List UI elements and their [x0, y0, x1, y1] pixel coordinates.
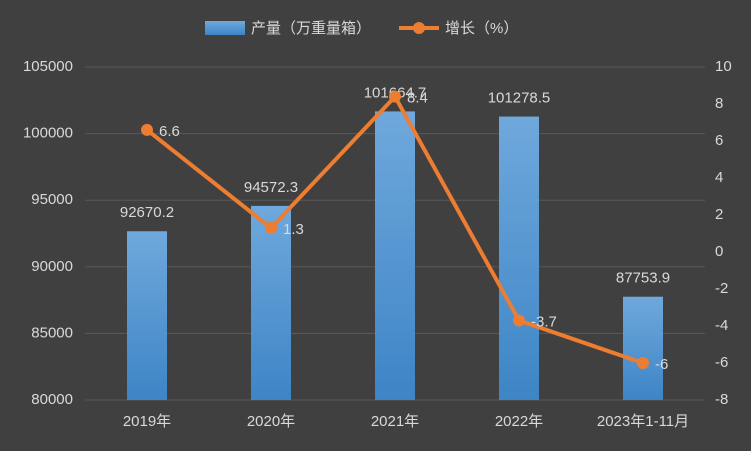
bar: [623, 296, 663, 400]
line-value-label: -6: [655, 356, 668, 373]
y2-tick-label: -2: [715, 280, 728, 297]
x-tick-label: 2022年: [495, 413, 543, 430]
x-tick-label: 2020年: [247, 413, 295, 430]
y2-tick-label: 8: [715, 95, 723, 112]
y-tick-label: 85000: [31, 324, 73, 341]
bar: [127, 231, 167, 400]
bar: [251, 205, 291, 400]
line-point: [389, 90, 401, 103]
legend-label: 增长（%）: [445, 20, 518, 37]
y2-tick-label: -4: [715, 317, 728, 334]
legend-swatch: [205, 21, 245, 35]
line-point: [637, 357, 649, 369]
bar: [499, 116, 539, 401]
bar-value-label: 101278.5: [488, 90, 551, 107]
line-point: [141, 123, 153, 136]
bar-value-label: 87753.9: [616, 270, 670, 287]
line-point: [513, 314, 525, 327]
y-tick-label: 100000: [23, 125, 73, 142]
line-value-label: 1.3: [283, 221, 304, 238]
y2-tick-label: -6: [715, 354, 728, 371]
y2-tick-label: -8: [715, 391, 728, 408]
y2-tick-label: 4: [715, 169, 723, 186]
line-point: [265, 221, 277, 234]
y2-tick-label: 10: [715, 58, 732, 75]
line-value-label: 8.4: [407, 90, 428, 107]
x-tick-label: 2021年: [371, 413, 419, 430]
y-tick-label: 80000: [31, 391, 73, 408]
legend-marker: [413, 22, 426, 34]
y-tick-label: 105000: [23, 58, 73, 75]
bar: [375, 111, 415, 400]
legend-label: 产量（万重量箱）: [251, 20, 371, 37]
x-tick-label: 2023年1-11月: [597, 413, 689, 430]
bar-value-label: 92670.2: [120, 204, 174, 221]
y-tick-label: 90000: [31, 258, 73, 275]
y2-tick-label: 0: [715, 243, 723, 260]
x-tick-label: 2019年: [123, 413, 171, 430]
y2-tick-label: 6: [715, 132, 723, 149]
y2-tick-label: 2: [715, 206, 723, 223]
bar-value-label: 94572.3: [244, 179, 298, 196]
line-value-label: -3.7: [531, 313, 557, 330]
line-value-label: 6.6: [159, 123, 180, 140]
y-tick-label: 95000: [31, 191, 73, 208]
